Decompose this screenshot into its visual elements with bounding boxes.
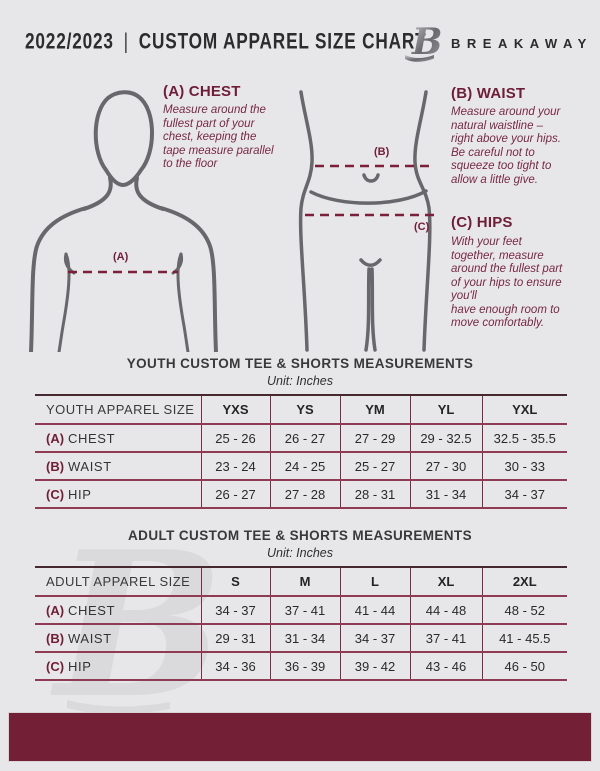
cell: 23 - 24 <box>200 452 270 480</box>
chest-marker-label: (A) <box>113 251 129 263</box>
youth-hip-row: (C) HIP 26 - 27 27 - 28 28 - 31 31 - 34 3… <box>35 480 567 508</box>
youth-chest-row: (A) CHEST 25 - 26 26 - 27 27 - 29 29 - 32… <box>35 424 567 452</box>
chest-figure-illustration <box>29 90 218 352</box>
cell: 43 - 46 <box>409 652 482 680</box>
youth-size-table: YOUTH APPAREL SIZE YXS YS YM YL YXL (A) C… <box>35 394 567 509</box>
adult-col-l: L <box>339 567 410 596</box>
cell: 34 - 37 <box>339 624 410 652</box>
row-label: (B) WAIST <box>35 452 201 480</box>
title-main: CUSTOM APPAREL SIZE CHART <box>138 30 427 54</box>
adult-size-table: ADULT APPAREL SIZE S M L XL 2XL (A) CHEST… <box>35 566 567 681</box>
watermark-b-icon: B <box>50 540 224 720</box>
cell: 24 - 25 <box>269 452 340 480</box>
cell: 25 - 27 <box>339 452 410 480</box>
cell: 36 - 39 <box>269 652 340 680</box>
cell: 48 - 52 <box>481 596 567 624</box>
cell: 34 - 37 <box>481 480 567 508</box>
adult-hip-row: (C) HIP 34 - 36 36 - 39 39 - 42 43 - 46 4… <box>35 652 567 680</box>
adult-col-m: M <box>269 567 340 596</box>
youth-waist-row: (B) WAIST 23 - 24 24 - 25 25 - 27 27 - 30… <box>35 452 567 480</box>
title-year: 2022/2023 <box>25 30 114 54</box>
cell: 31 - 34 <box>409 480 482 508</box>
brand-name: BREAKAWAY <box>451 36 593 51</box>
adult-col-s: S <box>200 567 270 596</box>
adult-chest-row: (A) CHEST 34 - 37 37 - 41 41 - 44 44 - 48… <box>35 596 567 624</box>
cell: 29 - 31 <box>200 624 270 652</box>
row-name: HIP <box>68 486 92 502</box>
cell: 41 - 44 <box>339 596 410 624</box>
waist-hips-figure-illustration <box>298 90 437 352</box>
row-name: WAIST <box>68 458 112 474</box>
row-name: CHEST <box>68 602 116 618</box>
row-label: (A) CHEST <box>35 424 201 452</box>
row-prefix: (A) <box>46 602 65 618</box>
youth-col-ys: YS <box>269 395 340 424</box>
row-prefix: (C) <box>46 486 65 502</box>
adult-waist-row: (B) WAIST 29 - 31 31 - 34 34 - 37 37 - 41… <box>35 624 567 652</box>
youth-unit-label: Unit: Inches <box>266 374 333 388</box>
cell: 37 - 41 <box>269 596 340 624</box>
waist-heading: (B) WAIST <box>451 85 526 102</box>
hips-heading: (C) HIPS <box>451 214 513 231</box>
row-prefix: (C) <box>46 658 65 674</box>
title-divider: | <box>123 30 129 54</box>
hips-description: With your feet together, measure around … <box>451 236 563 329</box>
cell: 32.5 - 35.5 <box>481 424 567 452</box>
cell: 39 - 42 <box>339 652 410 680</box>
row-label: (C) HIP <box>35 652 201 680</box>
youth-col-ym: YM <box>339 395 410 424</box>
cell: 34 - 36 <box>200 652 270 680</box>
youth-col-yxs: YXS <box>200 395 270 424</box>
row-label: (C) HIP <box>35 480 201 508</box>
youth-table-header-row: YOUTH APPAREL SIZE YXS YS YM YL YXL <box>35 395 567 424</box>
youth-section-title: YOUTH CUSTOM TEE & SHORTS MEASUREMENTS <box>126 356 474 371</box>
hips-marker-label: (C) <box>414 221 430 233</box>
adult-section-title: ADULT CUSTOM TEE & SHORTS MEASUREMENTS <box>128 528 472 543</box>
cell: 30 - 33 <box>481 452 567 480</box>
cell: 29 - 32.5 <box>409 424 482 452</box>
row-label: (A) CHEST <box>35 596 201 624</box>
cell: 28 - 31 <box>339 480 410 508</box>
row-prefix: (A) <box>46 430 65 446</box>
youth-col-yxl: YXL <box>481 395 567 424</box>
cell: 46 - 50 <box>481 652 567 680</box>
cell: 44 - 48 <box>409 596 482 624</box>
adult-col-2xl: 2XL <box>481 567 567 596</box>
breakaway-logo-icon: B <box>405 21 442 63</box>
chest-description: Measure around the fullest part of your … <box>163 104 274 170</box>
row-label: (B) WAIST <box>35 624 201 652</box>
adult-table-corner-label: ADULT APPAREL SIZE <box>46 574 191 589</box>
waist-description: Measure around your natural waistline – … <box>451 106 561 186</box>
row-name: WAIST <box>68 630 112 646</box>
adult-unit-label: Unit: Inches <box>266 546 333 560</box>
adult-table-header-row: ADULT APPAREL SIZE S M L XL 2XL <box>35 567 567 596</box>
cell: 27 - 28 <box>269 480 340 508</box>
row-prefix: (B) <box>46 458 65 474</box>
page-title: 2022/2023 | CUSTOM APPAREL SIZE CHART <box>25 30 427 55</box>
youth-col-yl: YL <box>409 395 482 424</box>
cell: 26 - 27 <box>269 424 340 452</box>
footer-accent-bar <box>8 712 592 762</box>
cell: 34 - 37 <box>200 596 270 624</box>
svg-text:B: B <box>411 21 442 63</box>
cell: 27 - 30 <box>409 452 482 480</box>
waist-marker-label: (B) <box>374 146 390 158</box>
row-name: HIP <box>68 658 92 674</box>
cell: 27 - 29 <box>339 424 410 452</box>
adult-col-xl: XL <box>409 567 482 596</box>
cell: 25 - 26 <box>200 424 270 452</box>
chest-heading: (A) CHEST <box>163 83 241 100</box>
svg-text:B: B <box>50 540 224 720</box>
cell: 26 - 27 <box>200 480 270 508</box>
cell: 31 - 34 <box>269 624 340 652</box>
cell: 41 - 45.5 <box>481 624 567 652</box>
youth-table-corner-label: YOUTH APPAREL SIZE <box>46 402 195 417</box>
cell: 37 - 41 <box>409 624 482 652</box>
row-prefix: (B) <box>46 630 65 646</box>
row-name: CHEST <box>68 430 116 446</box>
